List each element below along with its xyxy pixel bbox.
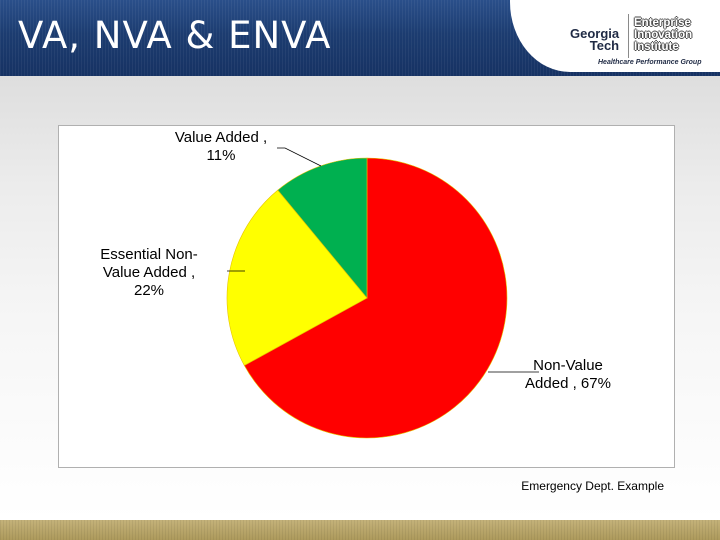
chart-caption: Emergency Dept. Example	[521, 479, 664, 493]
chart-frame: Non-Value Added , 67% Essential Non-Value …	[58, 125, 675, 468]
healthcare-performance-group-text: Healthcare Performance Group	[598, 59, 702, 66]
enterprise-innovation-institute-logo-text: Enterprise Innovation Institute	[634, 17, 693, 53]
slice-value-added	[277, 157, 368, 299]
label-essential-non-value-added: Essential Non-Value Added , 22%	[100, 246, 198, 299]
slice-essential-non-value-added	[226, 189, 368, 366]
footer-bar	[0, 520, 720, 540]
slide-header: VA, NVA & ENVA Georgia Tech Enterprise I…	[0, 0, 720, 76]
logo-panel: Georgia Tech Enterprise Innovation Insti…	[510, 0, 720, 72]
label-value-added: Value Added , 11%	[175, 129, 267, 164]
page-title: VA, NVA & ENVA	[18, 14, 332, 57]
pie-chart: Non-Value Added , 67% Essential Non-Value …	[100, 129, 611, 439]
label-non-value-added: Non-Value Added , 67%	[525, 357, 611, 392]
leader-line-value-added	[277, 147, 322, 167]
georgia-tech-logo-text: Georgia Tech	[570, 26, 620, 53]
slice-non-value-added	[243, 157, 508, 439]
logo-divider	[628, 14, 629, 58]
footer-texture	[0, 520, 720, 540]
